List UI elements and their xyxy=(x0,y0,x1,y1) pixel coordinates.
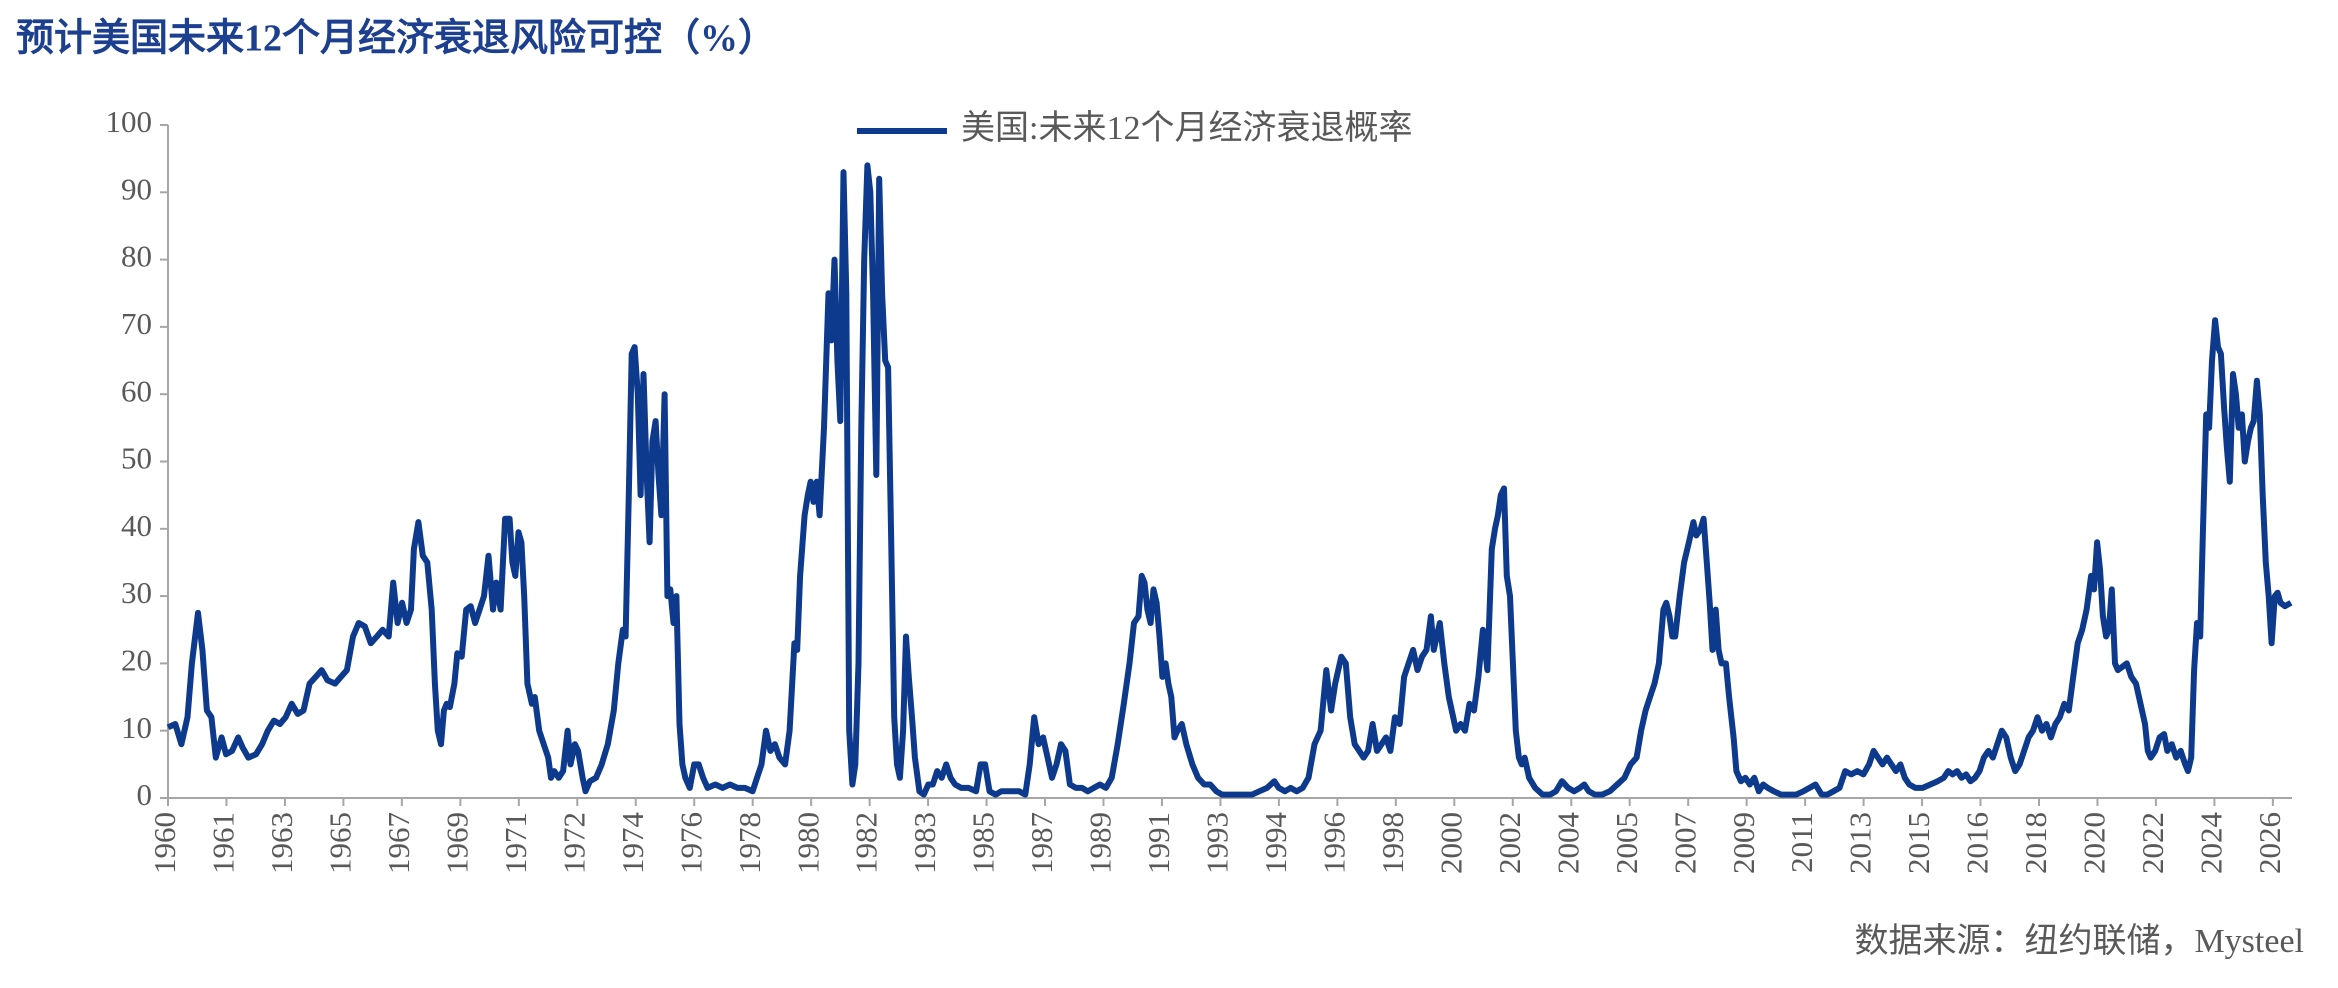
x-tick-label: 2020 xyxy=(2077,812,2112,874)
x-tick-label: 2009 xyxy=(1726,812,1761,874)
x-tick-label: 2011 xyxy=(1784,812,1819,873)
y-tick-label: 90 xyxy=(121,171,152,206)
x-tick-label: 1972 xyxy=(556,812,591,874)
x-tick-label: 1980 xyxy=(790,812,825,874)
data-line xyxy=(166,162,2293,798)
x-tick-label: 1993 xyxy=(1200,812,1235,874)
x-tick-label: 2007 xyxy=(1667,812,1702,874)
y-tick-label: 10 xyxy=(121,710,152,745)
y-tick-label: 20 xyxy=(121,643,152,678)
y-tick-label: 100 xyxy=(106,104,153,139)
x-tick-label: 1967 xyxy=(381,812,416,874)
y-tick-label: 70 xyxy=(121,306,152,341)
x-tick-label: 2015 xyxy=(1901,812,1936,874)
y-tick-label: 80 xyxy=(121,239,152,274)
x-tick-label: 2016 xyxy=(1960,812,1995,874)
legend-label: 美国:未来12个月经济衰退概率 xyxy=(961,109,1412,147)
x-tick-label: 1961 xyxy=(206,812,241,874)
x-tick-label: 1969 xyxy=(439,812,474,874)
x-tick-label: 2000 xyxy=(1433,812,1468,874)
x-tick-label: 1960 xyxy=(147,812,182,874)
x-tick-label: 2022 xyxy=(2135,812,2170,874)
x-tick-label: 2002 xyxy=(1492,812,1527,874)
x-tick-label: 1989 xyxy=(1083,812,1118,874)
x-tick-label: 1991 xyxy=(1141,812,1176,874)
y-tick-label: 60 xyxy=(121,373,152,408)
y-tick-label: 0 xyxy=(137,777,153,812)
x-tick-label: 1963 xyxy=(264,812,299,874)
x-tick-label: 1998 xyxy=(1375,812,1410,874)
x-tick-label: 1994 xyxy=(1258,812,1293,875)
x-tick-label: 1965 xyxy=(323,812,358,874)
y-tick-label: 30 xyxy=(121,575,152,610)
x-tick-label: 1996 xyxy=(1316,812,1351,874)
source-note: 数据来源：纽约联储，Mysteel xyxy=(1854,922,2304,960)
chart-title: 预计美国未来12个月经济衰退风险可控（%） xyxy=(16,17,776,60)
x-tick-label: 2005 xyxy=(1609,812,1644,874)
x-tick-label: 1976 xyxy=(673,812,708,874)
x-tick-label: 1971 xyxy=(498,812,533,874)
x-tick-label: 1982 xyxy=(849,812,884,874)
x-tick-label: 2013 xyxy=(1843,812,1878,874)
x-tick-label: 1987 xyxy=(1024,812,1059,874)
x-tick-label: 2024 xyxy=(2194,812,2229,875)
x-tick-label: 2026 xyxy=(2252,812,2287,874)
x-tick-label: 1978 xyxy=(732,812,767,874)
y-tick-label: 40 xyxy=(121,508,152,543)
x-tick-label: 2018 xyxy=(2018,812,2053,874)
x-tick-label: 1983 xyxy=(907,812,942,874)
x-tick-label: 1974 xyxy=(615,812,650,875)
x-tick-label: 2004 xyxy=(1550,812,1585,875)
x-tick-label: 1985 xyxy=(966,812,1001,874)
y-tick-label: 50 xyxy=(121,441,152,476)
